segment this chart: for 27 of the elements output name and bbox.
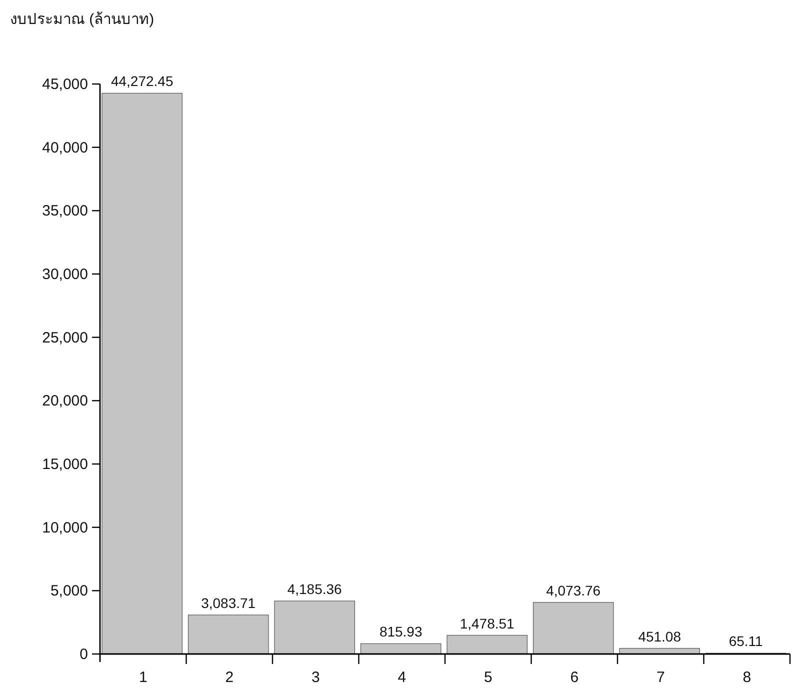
data-label: 3,083.71 bbox=[201, 594, 256, 611]
data-label: 65.11 bbox=[728, 633, 764, 650]
x-tick-label: 6 bbox=[570, 669, 579, 686]
x-tick-label: 4 bbox=[398, 669, 406, 686]
y-tick-label: 40,000 bbox=[42, 139, 88, 156]
data-label: 1,478.51 bbox=[460, 615, 515, 632]
data-label: 4,073.76 bbox=[546, 582, 601, 598]
y-tick-label: 35,000 bbox=[42, 202, 88, 220]
y-tick-label: 10,000 bbox=[42, 519, 88, 536]
y-tick-label: 5,000 bbox=[50, 582, 88, 600]
x-tick-label: 5 bbox=[484, 669, 492, 686]
x-tick-label: 3 bbox=[311, 669, 320, 686]
y-tick-label: 15,000 bbox=[42, 456, 88, 473]
y-tick-label: 0 bbox=[80, 646, 88, 663]
y-tick-label: 30,000 bbox=[42, 266, 88, 283]
y-axis-title: งบประมาณ (ล้านบาท) bbox=[10, 11, 154, 28]
data-label: 815.93 bbox=[379, 624, 422, 640]
data-label: 44,272.45 bbox=[110, 73, 174, 90]
x-tick-label: 8 bbox=[742, 669, 752, 686]
data-label: 451.08 bbox=[638, 628, 682, 644]
x-tick-label: 1 bbox=[138, 669, 148, 686]
x-tick-label: 7 bbox=[656, 669, 665, 686]
y-tick-label: 20,000 bbox=[42, 392, 88, 410]
data-label: 4,185.36 bbox=[287, 580, 342, 597]
x-tick-label: 2 bbox=[225, 669, 234, 686]
y-tick-label: 45,000 bbox=[42, 76, 88, 93]
y-tick-label: 25,000 bbox=[42, 329, 88, 346]
